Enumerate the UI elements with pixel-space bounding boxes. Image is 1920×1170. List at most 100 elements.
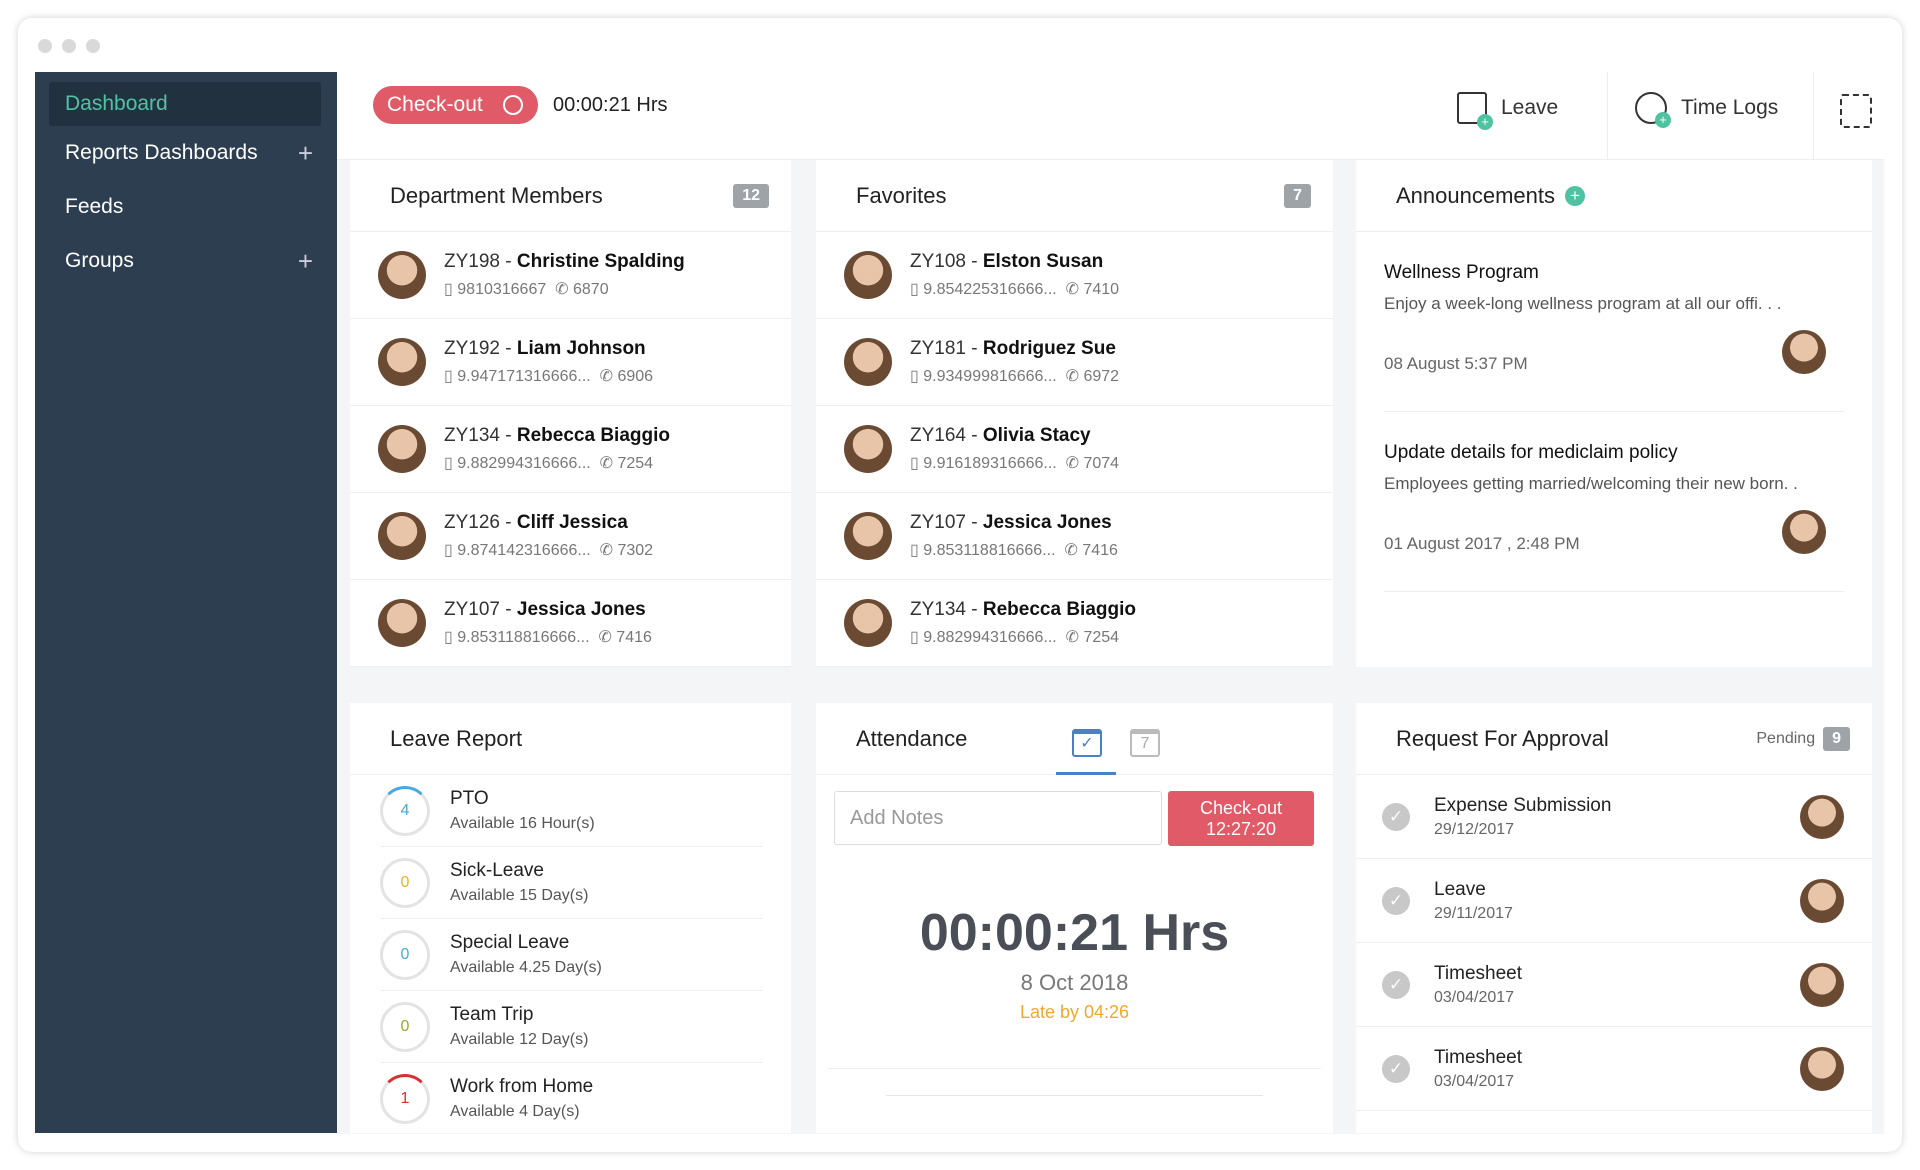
approval-item[interactable]: ✓ Timesheet 03/04/2017: [1356, 1027, 1872, 1111]
announcement-item[interactable]: Update details for mediclaim policy Emplo…: [1384, 412, 1844, 592]
attendance-timer: 00:00:21 Hrs: [919, 904, 1230, 962]
member-item[interactable]: ZY134 - Rebecca Biaggio ▯ 9.882994316666.…: [816, 580, 1333, 667]
approval-item[interactable]: ✓ Leave 29/11/2017: [1356, 859, 1872, 943]
leave-count-ring: 4: [380, 785, 430, 836]
tab-calendar-week[interactable]: 7: [1130, 729, 1160, 757]
mobile-icon: ▯: [910, 542, 919, 559]
switch-layout-icon[interactable]: [1840, 94, 1872, 128]
sidebar-item-feeds[interactable]: Feeds: [65, 195, 124, 218]
mobile-icon: ▯: [444, 281, 453, 298]
leave-type-item[interactable]: 1 Work from Home Available 4 Day(s): [380, 1063, 763, 1133]
card-title: Announcements: [1396, 182, 1555, 208]
leave-type-item[interactable]: 0 Team Trip Available 12 Day(s): [380, 991, 763, 1063]
mobile-icon: ▯: [910, 368, 919, 385]
member-item[interactable]: ZY181 - Rodriguez Sue ▯ 9.934999816666...…: [816, 319, 1333, 406]
dashboard-main: Department Members 12 ZY198 - Christine Sp…: [337, 160, 1884, 1134]
avatar: [378, 251, 426, 299]
phone-icon: ✆: [599, 542, 614, 559]
sidebar: Dashboard Reports Dashboards + Feeds Groups +: [35, 72, 337, 1133]
timeline-slider[interactable]: [886, 1095, 1263, 1096]
phone-icon: ✆: [1065, 368, 1080, 385]
card-title: Request For Approval: [1396, 725, 1609, 751]
attendance-checkout-button[interactable]: Check-out 12:27:20: [1168, 791, 1314, 846]
mobile-icon: ▯: [910, 455, 919, 472]
avatar: [378, 599, 426, 647]
leave-button[interactable]: + Leave: [1457, 92, 1558, 130]
member-item[interactable]: ZY192 - Liam Johnson ▯ 9.947171316666... …: [350, 319, 791, 406]
mobile-icon: ▯: [444, 368, 453, 385]
card-title: Leave Report: [390, 725, 523, 751]
member-item[interactable]: ZY108 - Elston Susan ▯ 9.854225316666... …: [816, 232, 1333, 319]
avatar: [1782, 330, 1826, 374]
plus-icon[interactable]: +: [297, 245, 313, 276]
time-logs-button[interactable]: + Time Logs: [1635, 92, 1778, 128]
phone-icon: ✆: [1064, 542, 1078, 559]
plus-icon[interactable]: +: [297, 137, 313, 168]
member-item[interactable]: ZY126 - Cliff Jessica ▯ 9.874142316666...…: [350, 493, 791, 580]
approve-check-icon[interactable]: ✓: [1382, 1054, 1410, 1083]
approval-item[interactable]: ✓ Expense Submission 29/12/2017: [1356, 775, 1872, 859]
phone-icon: ✆: [599, 455, 614, 472]
avatar: [844, 599, 892, 647]
tab-calendar-check[interactable]: ✓: [1072, 729, 1102, 757]
phone-icon: ✆: [598, 629, 612, 646]
avatar: [1800, 962, 1844, 1007]
member-item[interactable]: ZY107 - Jessica Jones ▯ 9.853118816666...…: [350, 580, 791, 667]
card-title: Attendance: [856, 725, 968, 751]
pending-badge: 9: [1823, 726, 1850, 751]
phone-icon: ✆: [1065, 629, 1080, 646]
phone-icon: ✆: [1065, 281, 1080, 298]
leave-type-item[interactable]: 0 Sick-Leave Available 15 Day(s): [380, 847, 763, 919]
leave-type-item[interactable]: 0 Special Leave Available 4.25 Day(s): [380, 919, 763, 991]
leave-report-card: Leave Report 4 PTO Available 16 Hour(s) 0 Sic…: [350, 703, 791, 1133]
leave-count-ring: 0: [380, 929, 430, 980]
favorites-card: Favorites 7 ZY108 - Elston Susan ▯ 9.854225…: [816, 160, 1333, 667]
avatar: [1800, 794, 1844, 839]
avatar: [844, 512, 892, 560]
mobile-icon: ▯: [444, 542, 453, 559]
approve-check-icon[interactable]: ✓: [1382, 802, 1410, 831]
phone-icon: ✆: [1065, 455, 1080, 472]
approve-check-icon[interactable]: ✓: [1382, 970, 1410, 999]
mobile-icon: ▯: [910, 629, 919, 646]
approval-item[interactable]: ✓ Timesheet 03/04/2017: [1356, 943, 1872, 1027]
app-window: Dashboard Reports Dashboards + Feeds Groups +…: [18, 18, 1902, 1152]
count-badge: 12: [733, 183, 769, 208]
avatar: [378, 512, 426, 560]
member-item[interactable]: ZY198 - Christine Spalding ▯ 9810316667 ✆…: [350, 232, 791, 319]
window-maximize-dot[interactable]: [86, 39, 100, 53]
checkout-button[interactable]: Check-out: [373, 86, 538, 124]
calendar-add-icon: +: [1457, 92, 1493, 130]
leave-count-ring: 0: [380, 1001, 430, 1052]
approve-check-icon[interactable]: ✓: [1382, 886, 1410, 915]
count-badge: 7: [1284, 183, 1311, 208]
leave-count-ring: 0: [380, 857, 430, 908]
sidebar-item-groups[interactable]: Groups +: [65, 245, 313, 276]
mobile-icon: ▯: [444, 629, 453, 646]
member-item[interactable]: ZY134 - Rebecca Biaggio ▯ 9.882994316666.…: [350, 406, 791, 493]
sidebar-item-dashboard[interactable]: Dashboard: [49, 82, 321, 126]
member-item[interactable]: ZY164 - Olivia Stacy ▯ 9.916189316666... …: [816, 406, 1333, 493]
checkout-timer: 00:00:21 Hrs: [553, 94, 668, 116]
avatar: [1800, 878, 1844, 923]
window-minimize-dot[interactable]: [62, 39, 76, 53]
clock-icon: [502, 95, 523, 115]
leave-type-item[interactable]: 4 PTO Available 16 Hour(s): [380, 775, 763, 847]
department-members-card: Department Members 12 ZY198 - Christine Sp…: [350, 160, 791, 667]
add-announcement-icon[interactable]: +: [1565, 185, 1585, 206]
avatar: [844, 425, 892, 473]
sidebar-item-reports-dashboards[interactable]: Reports Dashboards +: [65, 137, 313, 168]
avatar: [844, 338, 892, 386]
mobile-icon: ▯: [910, 281, 919, 298]
attendance-card: Attendance ✓ 7 Add Notes Check-out 12:27:…: [816, 703, 1333, 1133]
avatar: [844, 251, 892, 299]
phone-icon: ✆: [599, 368, 614, 385]
avatar: [1782, 510, 1826, 554]
announcement-item[interactable]: Wellness Program Enjoy a week-long wellne…: [1384, 232, 1844, 412]
leave-count-ring: 1: [380, 1073, 430, 1124]
window-close-dot[interactable]: [38, 39, 52, 53]
add-notes-input[interactable]: [834, 791, 1162, 845]
member-item[interactable]: ZY107 - Jessica Jones ▯ 9.853118816666...…: [816, 493, 1333, 580]
card-title: Department Members: [390, 182, 603, 208]
clock-add-icon: +: [1635, 92, 1671, 128]
